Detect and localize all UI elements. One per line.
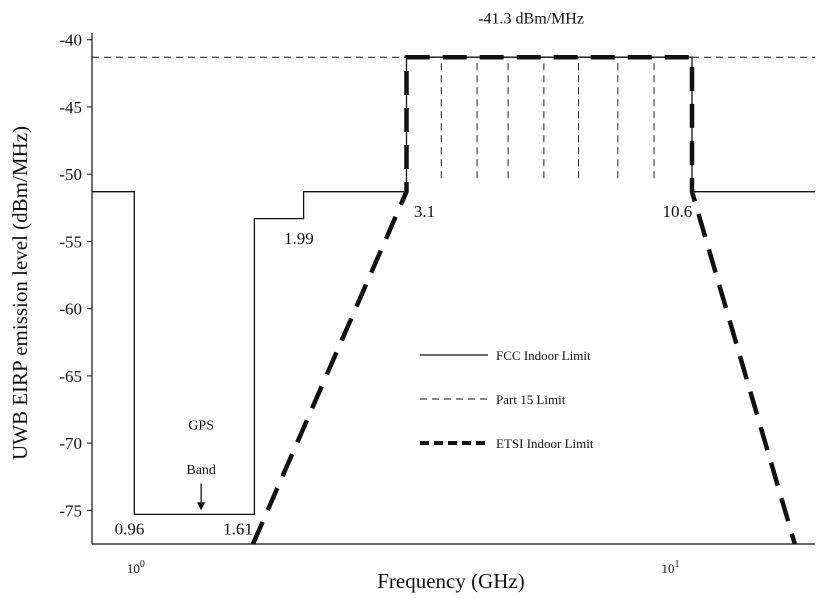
- tick-labels: -40 -45 -50 -55 -60 -65 -70 -75 100 101: [59, 31, 679, 576]
- x-tick-label: 101: [662, 559, 680, 576]
- legend-label: Part 15 Limit: [496, 392, 566, 407]
- series-line: [92, 56, 815, 516]
- y-tick-label: -75: [59, 501, 82, 520]
- gps-arrow-head: [197, 502, 206, 511]
- y-tick-label: -60: [59, 300, 82, 319]
- annotation-label: GPS: [188, 419, 214, 434]
- series-line: [250, 54, 797, 545]
- annotation-label: -41.3 dBm/MHz: [478, 11, 584, 28]
- vertical-dashed-lines: [440, 57, 655, 179]
- legend-label: ETSI Indoor Limit: [496, 436, 594, 451]
- annotation-label: 0.96: [115, 520, 145, 539]
- y-tick-label: -65: [59, 367, 82, 386]
- annotation-label: 3.1: [414, 202, 435, 221]
- legend-label: FCC Indoor Limit: [496, 348, 591, 363]
- annotation-label: Band: [186, 463, 216, 478]
- y-tick-label: -55: [59, 232, 82, 251]
- x-tick-label: 100: [127, 559, 145, 576]
- y-tick-label: -40: [59, 31, 82, 50]
- annotations: -41.3 dBm/MHz 0.96 1.61 1.99 3.1 10.6 GPS Band: [115, 11, 693, 539]
- legend: FCC Indoor Limit Part 15 Limit ETSI Indoor…: [420, 348, 594, 451]
- y-tick-label: -45: [59, 98, 82, 117]
- annotation-label: 10.6: [662, 202, 692, 221]
- y-axis-label: UWB EIRP emission level (dBm/MHz): [8, 126, 32, 460]
- annotation-label: 1.99: [284, 229, 314, 248]
- annotation-label: 1.61: [223, 520, 253, 539]
- y-tick-label: -70: [59, 434, 82, 453]
- axes: [91, 33, 815, 545]
- y-tick-label: -50: [59, 165, 82, 184]
- x-axis-label: Frequency (GHz): [377, 569, 525, 593]
- series-layer: [92, 54, 815, 545]
